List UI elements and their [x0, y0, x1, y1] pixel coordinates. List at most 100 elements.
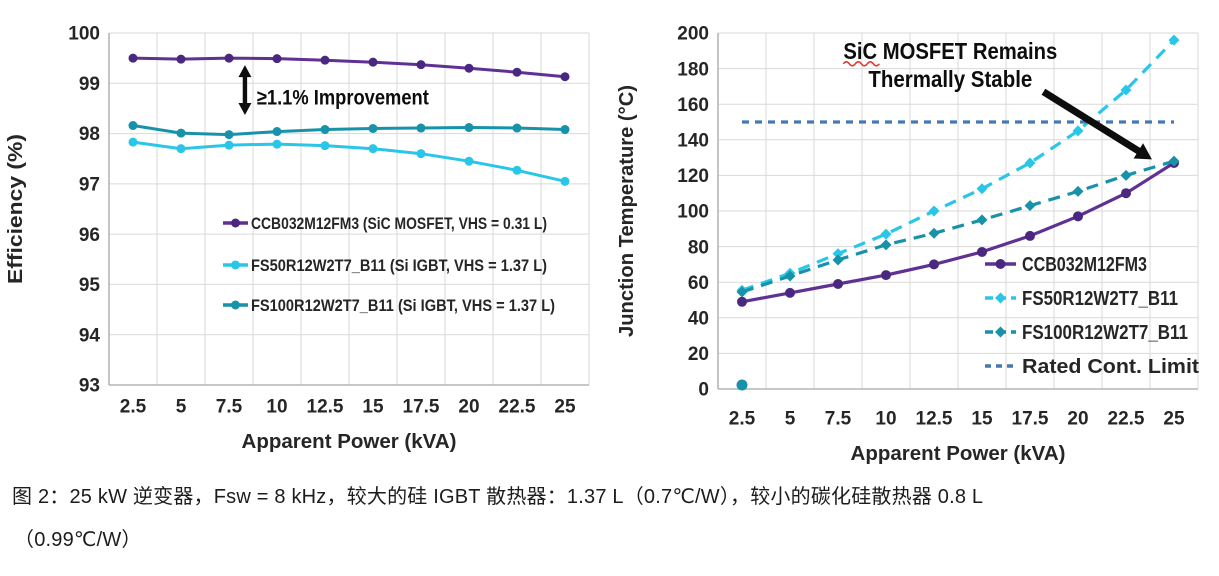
- data-point-marker: [929, 259, 939, 270]
- data-point-marker: [224, 130, 234, 140]
- data-point-marker: [512, 165, 522, 175]
- data-point-marker: [272, 54, 282, 64]
- x-tick-label: 17.5: [1012, 409, 1049, 430]
- x-tick-label: 10: [875, 409, 896, 430]
- data-point-marker: [368, 57, 378, 67]
- data-point-marker: [1024, 200, 1036, 212]
- data-point-marker: [416, 149, 426, 159]
- data-point-marker: [368, 124, 378, 134]
- y-tick-label: 100: [677, 202, 709, 223]
- data-point-marker: [881, 270, 891, 281]
- legend-label: CCB032M12FM3 (SiC MOSFET, VHS = 0.31 L): [251, 214, 547, 233]
- x-tick-label: 15: [971, 409, 993, 430]
- y-tick-label: 93: [79, 376, 100, 397]
- x-tick-label: 7.5: [216, 397, 243, 418]
- y-tick-label: 0: [698, 380, 709, 401]
- data-point-marker: [785, 287, 795, 298]
- data-point-marker: [1024, 157, 1036, 169]
- y-tick-label: 200: [677, 24, 709, 45]
- x-tick-label: 22.5: [1108, 409, 1145, 430]
- data-point-marker: [224, 53, 234, 63]
- data-point-marker: [928, 227, 940, 239]
- y-axis-title: Efficiency (%): [4, 134, 27, 284]
- data-point-marker: [995, 292, 1006, 304]
- arrow-head-down: [238, 102, 252, 115]
- y-tick-label: 99: [79, 74, 100, 95]
- data-point-marker: [1121, 188, 1131, 199]
- x-tick-labels: 2.5 5 7.5 10 12.5 15 17.5 20 22.5 25: [729, 409, 1185, 430]
- data-point-marker: [1168, 34, 1180, 46]
- spellcheck-underline: [842, 61, 880, 67]
- y-tick-labels: 0 20 40 60 80 100 120 140 160 180 200: [677, 24, 709, 401]
- y-tick-label: 40: [688, 308, 709, 329]
- data-point-marker: [128, 121, 138, 131]
- legend-label: FS50R12W2T7_B11 (Si IGBT, VHS = 1.37 L): [251, 256, 547, 275]
- annotation-line-2: Thermally Stable: [868, 66, 1032, 92]
- y-tick-label: 80: [688, 237, 709, 258]
- data-point-marker: [1120, 84, 1132, 96]
- x-tick-label: 17.5: [403, 397, 440, 418]
- data-point-marker: [928, 205, 940, 217]
- legend-label: FS100R12W2T7_B11 (Si IGBT, VHS = 1.37 L): [251, 296, 555, 315]
- y-tick-label: 100: [68, 24, 100, 45]
- x-tick-label: 15: [362, 397, 384, 418]
- data-point-marker: [560, 72, 570, 82]
- data-point-marker: [1072, 185, 1084, 197]
- stray-data-point: [736, 379, 748, 391]
- data-point-marker: [995, 326, 1006, 338]
- improvement-label: ≥1.1% Improvement: [257, 87, 429, 110]
- y-tick-label: 98: [79, 124, 100, 145]
- data-point-marker: [1073, 211, 1083, 222]
- series-ccb032m12fm3: [128, 53, 570, 82]
- data-point-marker: [1025, 230, 1035, 241]
- series-line: [741, 159, 1175, 294]
- data-point-marker: [416, 123, 426, 133]
- annotation-line-1: SiC MOSFET Remains: [843, 38, 1057, 64]
- gridlines: [717, 32, 1199, 390]
- series-line: [741, 161, 1175, 304]
- data-point-marker: [512, 67, 522, 77]
- data-point-marker: [1168, 155, 1180, 167]
- y-tick-label: 160: [677, 95, 709, 116]
- data-point-marker: [977, 246, 987, 257]
- data-point-marker: [128, 137, 138, 147]
- x-tick-label: 10: [266, 397, 287, 418]
- series-ccb032m12fm3: [737, 157, 1179, 307]
- chart-pair: 93 94 95 96 97 98 99 100 2.5 5 7.5 10 12.5 15 17.5 20 22…: [4, 24, 1199, 466]
- x-tick-label: 12.5: [916, 409, 953, 430]
- x-tick-labels: 2.5 5 7.5 10 12.5 15 17.5 20 22.5 25: [120, 397, 576, 418]
- series-fs50r12w2t7_b11: [128, 137, 570, 186]
- y-tick-label: 94: [79, 325, 101, 346]
- data-point-marker: [231, 260, 240, 270]
- legend-label: FS50R12W2T7_B11: [1022, 288, 1178, 310]
- x-tick-label: 25: [554, 397, 576, 418]
- data-point-marker: [320, 125, 330, 135]
- data-point-marker: [272, 127, 282, 137]
- data-point-marker: [176, 128, 186, 138]
- x-tick-label: 25: [1163, 409, 1185, 430]
- y-tick-labels: 93 94 95 96 97 98 99 100: [68, 24, 100, 397]
- series-fs100r12w2t7_b11: [736, 155, 1180, 298]
- x-tick-label: 5: [785, 409, 796, 430]
- x-tick-label: 22.5: [499, 397, 536, 418]
- data-point-marker: [976, 214, 988, 226]
- data-point-marker: [832, 254, 844, 266]
- data-point-marker: [736, 286, 748, 298]
- data-point-marker: [272, 139, 282, 149]
- legend: CCB032M12FM3 FS50R12W2T7_B11 FS100R12W2T7_…: [985, 254, 1199, 378]
- y-tick-label: 95: [79, 275, 101, 296]
- x-axis-title: Apparent Power (kVA): [242, 430, 457, 453]
- data-point-marker: [512, 123, 522, 133]
- data-point-marker: [833, 278, 843, 289]
- data-point-marker: [176, 54, 186, 64]
- legend-label: FS100R12W2T7_B11: [1022, 322, 1188, 344]
- x-tick-label: 20: [458, 397, 479, 418]
- data-point-marker: [1120, 169, 1132, 181]
- arrow-shaft: [1041, 88, 1144, 157]
- y-tick-label: 97: [79, 175, 100, 196]
- y-axis-title: Junction Temperature (°C): [615, 85, 638, 337]
- series-line: [132, 56, 566, 79]
- data-point-marker: [416, 60, 426, 70]
- y-tick-label: 180: [677, 59, 709, 80]
